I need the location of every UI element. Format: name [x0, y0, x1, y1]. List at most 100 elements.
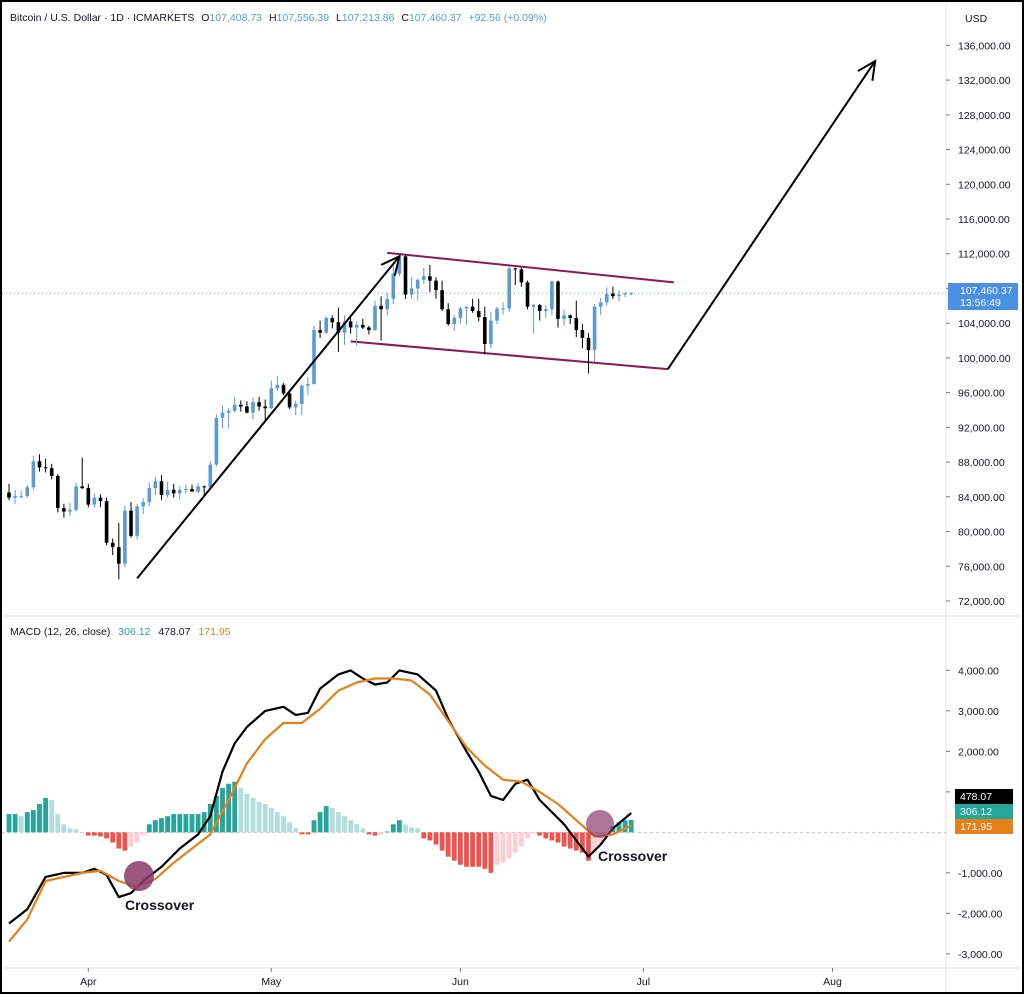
macd-histogram-bar [372, 832, 378, 836]
candle-down [287, 390, 292, 410]
candle-body [153, 481, 158, 489]
macd-histogram-bar [153, 820, 158, 833]
candle-down [62, 503, 66, 518]
macd-histogram-bar [305, 832, 311, 835]
trend-arrow-1[interactable] [136, 254, 401, 580]
macd-histogram-bar [415, 828, 421, 833]
macd-histogram-bar [390, 824, 396, 833]
candle-up [324, 316, 328, 334]
price-axis-label: 120,000.00 [958, 179, 1011, 191]
candle-body [348, 321, 353, 328]
candle-up [629, 292, 633, 296]
candle-down [110, 538, 115, 555]
candle-body [129, 510, 133, 536]
candle-body [196, 486, 200, 492]
macd-histogram-bar [165, 816, 170, 833]
last-price-badge: 107,460.37 13:56:49 [948, 283, 1018, 310]
candle-body [220, 412, 225, 418]
candle-down [281, 383, 286, 396]
signal-badge-text: 171.95 [960, 821, 992, 833]
candle-up [226, 408, 231, 429]
candle-body [361, 324, 365, 328]
macd-histogram-bar [140, 832, 146, 836]
candle-body [464, 306, 469, 309]
candle-up [19, 490, 23, 499]
macd-histogram-bar [104, 832, 109, 839]
macd-histogram-bar [171, 814, 177, 833]
channel-lower-line[interactable] [350, 340, 668, 371]
candle-down [361, 318, 365, 330]
candle-body [598, 302, 603, 307]
time-axis-label: Jun [452, 976, 469, 988]
trend-arrow-2[interactable] [666, 59, 877, 370]
macd-histogram-bar [183, 814, 189, 833]
candle-up [220, 405, 225, 429]
candle-body [367, 327, 371, 331]
macd-histogram-bar [506, 832, 512, 859]
candle-body [147, 488, 152, 503]
candle-body [171, 489, 176, 494]
macd-histogram-bar [543, 832, 549, 839]
trend-arrow-head [857, 59, 877, 81]
hist-badge-bg [955, 804, 1013, 819]
macd-title[interactable]: MACD (12, 26, close) [10, 626, 110, 638]
time-axis[interactable]: Apr May Jun Jul Aug [80, 968, 842, 988]
open-label: O [201, 12, 209, 24]
price-axis-label: 124,000.00 [958, 145, 1011, 157]
candle-down [7, 483, 11, 501]
price-axis[interactable]: 136,000.00 132,000.00 128,000.00 124,000.00… [946, 40, 1011, 608]
candle-up [25, 484, 30, 498]
candle-down [98, 494, 103, 508]
candle-body [312, 330, 316, 384]
candle-body [123, 510, 127, 564]
candle-body [403, 256, 408, 295]
macd-histogram-bar [470, 832, 475, 867]
channel-upper-line[interactable] [387, 251, 675, 284]
candle-body [562, 315, 566, 319]
candle-down [129, 502, 133, 538]
macd-histogram-bar [427, 832, 433, 841]
candle-down [556, 280, 560, 328]
price-axis-label: 84,000.00 [958, 492, 1005, 504]
candle-down [434, 277, 438, 299]
macd-histogram-bar [244, 793, 250, 833]
macd-histogram-bar [580, 832, 585, 853]
macd-histogram-bar [555, 832, 561, 843]
symbol-title[interactable]: Bitcoin / U.S. Dollar · 1D · ICMARKETS [10, 12, 194, 24]
candle-up [275, 376, 280, 391]
candle-up [464, 306, 469, 325]
arrows-layer [136, 59, 877, 580]
candle-up [605, 287, 609, 306]
candle-body [470, 306, 475, 312]
candle-body [214, 417, 219, 465]
candle-body [617, 294, 621, 297]
macd-histogram-bar [336, 812, 341, 833]
candle-up [415, 278, 420, 301]
macd-histogram-bar [397, 820, 402, 833]
candle-body [513, 268, 518, 270]
candle-up [123, 505, 127, 568]
candle-down [159, 475, 164, 501]
high-label: H [269, 12, 277, 24]
candle-body [537, 304, 542, 312]
candle-up [68, 502, 72, 516]
candle-body [434, 280, 438, 291]
close-label: C [401, 12, 409, 24]
macd-histogram-bar [201, 812, 207, 833]
candle-up [373, 300, 377, 331]
macd-histogram-bar [561, 832, 567, 847]
candle-body [7, 492, 11, 498]
candle-up [342, 315, 347, 345]
candle-body [452, 317, 457, 325]
candle-up [550, 280, 554, 316]
macd-histogram-bar [24, 812, 30, 833]
macd-histogram-bar [445, 832, 451, 857]
candle-up [300, 384, 304, 416]
macd-histogram-bar [116, 832, 122, 849]
macd-histogram-bar [214, 795, 219, 833]
candle-body [629, 293, 633, 295]
macd-histogram-bar [275, 812, 280, 833]
macd-histogram-bar [348, 820, 353, 833]
